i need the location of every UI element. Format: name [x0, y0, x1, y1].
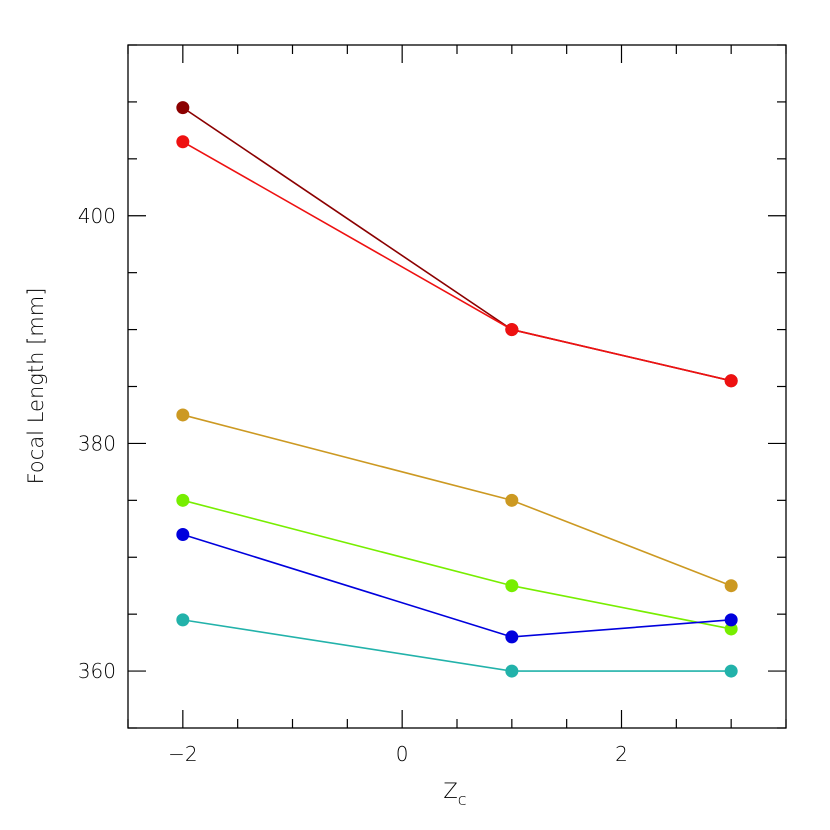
axis-ticks [127, 44, 787, 729]
x-axis-label-subscript: c [458, 790, 467, 809]
data-point [505, 664, 519, 678]
y-axis-label: Focal Length [mm] [24, 288, 48, 485]
data-point [724, 664, 738, 678]
data-point [176, 527, 190, 541]
data-point [505, 579, 519, 593]
series-line-2 [182, 141, 732, 382]
data-point [176, 135, 190, 149]
data-point [724, 579, 738, 593]
data-point [176, 408, 190, 422]
series-line-4 [182, 499, 732, 630]
data-point [724, 622, 738, 636]
x-axis-label-main: Z [443, 779, 457, 803]
x-tick-label: −2 [168, 742, 197, 766]
tick-labels: −2 0 2 360 380 400 [78, 204, 628, 766]
data-point [724, 374, 738, 388]
data-point [505, 630, 519, 644]
x-axis-label: Zc [443, 779, 466, 809]
plot-frame [127, 44, 787, 729]
data-point [505, 323, 519, 337]
data-point [505, 493, 519, 507]
data-point [176, 613, 190, 627]
y-tick-label: 360 [78, 659, 116, 683]
data-point [176, 493, 190, 507]
y-tick-label: 380 [78, 431, 116, 455]
x-tick-label: 0 [396, 742, 409, 766]
series-line-1 [182, 106, 732, 382]
series-line-6 [182, 619, 732, 672]
data-point [724, 613, 738, 627]
y-axis-label-unit: [mm] [24, 288, 48, 345]
data-point [176, 101, 190, 115]
y-tick-label: 400 [78, 204, 116, 228]
x-tick-label: 2 [615, 742, 628, 766]
series-line-5 [182, 533, 732, 638]
plot-area [176, 101, 738, 678]
y-axis-label-main: Focal Length [24, 352, 48, 485]
